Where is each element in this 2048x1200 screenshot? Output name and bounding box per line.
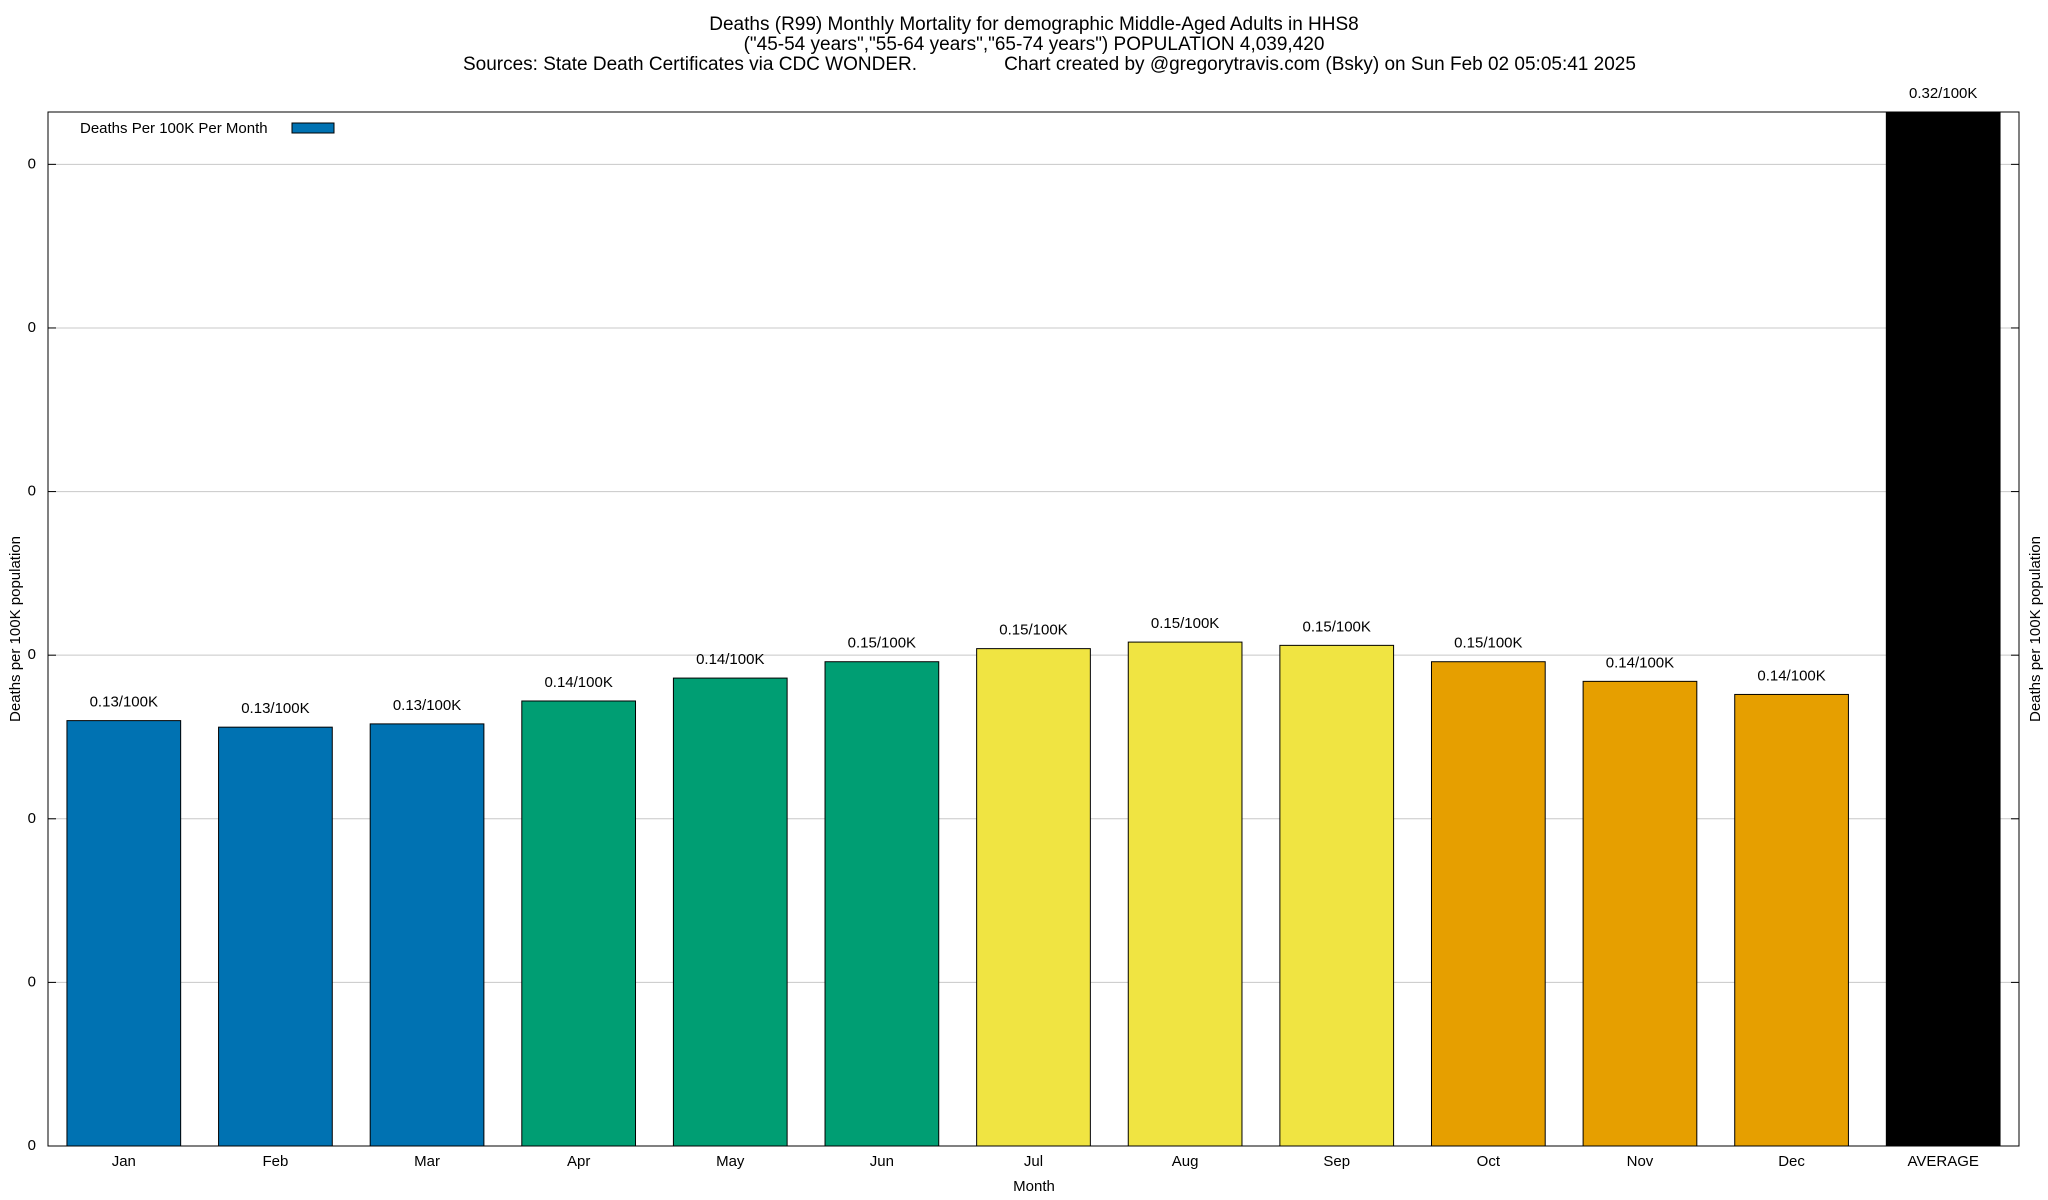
value-label: 0.32/100K: [1909, 85, 1977, 102]
bar: [976, 648, 1091, 1146]
bar: [1127, 641, 1243, 1146]
x-tick-label: Jan: [112, 1153, 136, 1170]
x-axis-label: Month: [1013, 1178, 1055, 1195]
chart-title: Deaths (R99) Monthly Mortality for demog…: [709, 14, 1358, 35]
value-label: 0.15/100K: [848, 635, 916, 652]
value-label: 0.13/100K: [241, 700, 309, 717]
y-axis-label: Deaths per 100K population: [7, 536, 24, 722]
value-label: 0.14/100K: [544, 674, 612, 691]
y-tick-label: 0: [28, 483, 36, 500]
value-label: 0.13/100K: [393, 697, 461, 714]
value-label: 0.14/100K: [696, 651, 764, 668]
value-label: 0.14/100K: [1606, 654, 1674, 671]
y-tick-label: 0: [28, 319, 36, 336]
bar: [521, 700, 637, 1146]
bar: [218, 726, 333, 1146]
x-tick-label: Sep: [1323, 1153, 1350, 1170]
y-tick-label: 0: [28, 646, 36, 663]
value-label: 0.15/100K: [1454, 635, 1522, 652]
bar: [1734, 693, 1849, 1146]
y-axis-label-right: Deaths per 100K population: [2027, 536, 2044, 722]
x-tick-label: May: [716, 1153, 745, 1170]
x-tick-label: Mar: [414, 1153, 440, 1170]
source: Sources: State Death Certificates via CD…: [463, 54, 917, 75]
y-tick-label: 0: [28, 1137, 36, 1154]
value-label: 0.15/100K: [999, 622, 1067, 639]
legend-label: Deaths Per 100K Per Month: [80, 120, 268, 137]
y-tick-label: 0: [28, 155, 36, 172]
credit: Chart created by @gregorytravis.com (Bsk…: [1004, 54, 1636, 75]
bar: [1885, 112, 2001, 1146]
bar: [1582, 680, 1698, 1146]
y-tick-label: 0: [28, 973, 36, 990]
x-tick-label: Apr: [567, 1153, 590, 1170]
value-label: 0.15/100K: [1303, 618, 1371, 635]
y-tick-label: 0: [28, 810, 36, 827]
x-tick-label: Feb: [262, 1153, 288, 1170]
plot-frame: [47, 111, 2020, 1147]
x-tick-label: Dec: [1778, 1153, 1805, 1170]
bar: [824, 661, 940, 1146]
bar: [672, 677, 788, 1146]
x-tick-label: Nov: [1627, 1153, 1654, 1170]
bar: [1279, 644, 1395, 1146]
bar: [66, 720, 182, 1146]
x-tick-label: Aug: [1172, 1153, 1199, 1170]
x-tick-label: Jul: [1024, 1153, 1043, 1170]
x-tick-label: AVERAGE: [1907, 1153, 1978, 1170]
chart-subtitle: ("45-54 years","55-64 years","65-74 year…: [744, 34, 1325, 55]
bar: [369, 723, 485, 1146]
x-tick-label: Oct: [1477, 1153, 1501, 1170]
value-label: 0.13/100K: [90, 694, 158, 711]
x-tick-label: Jun: [870, 1153, 894, 1170]
bar: [1430, 661, 1546, 1146]
value-label: 0.15/100K: [1151, 615, 1219, 632]
value-label: 0.14/100K: [1757, 667, 1825, 684]
legend-swatch: [291, 122, 335, 134]
